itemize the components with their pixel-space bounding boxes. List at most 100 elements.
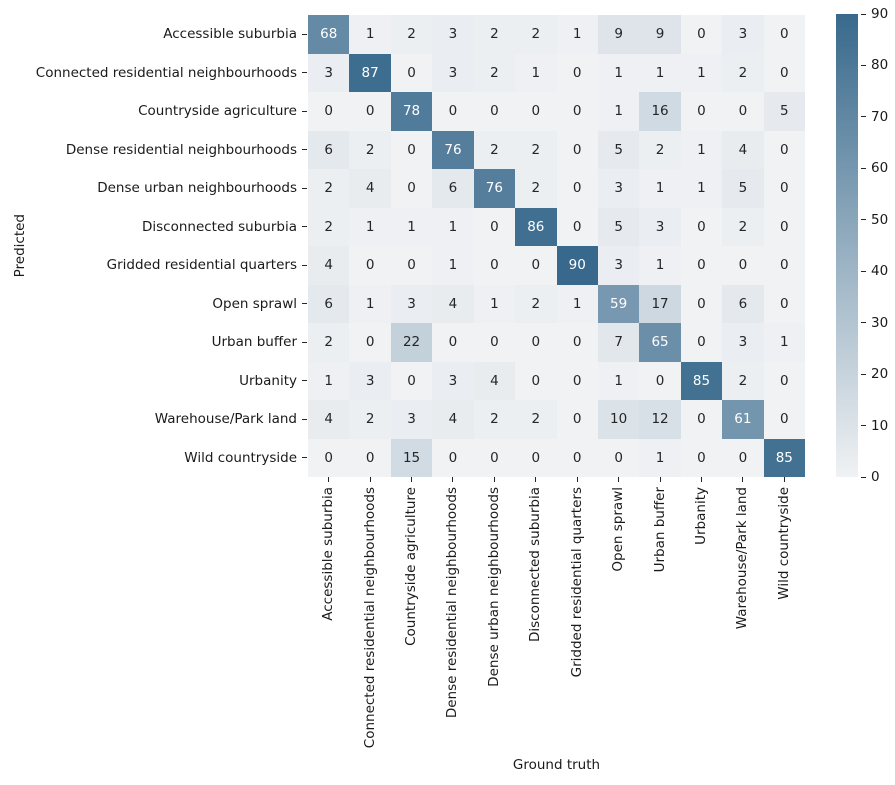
x-axis-tick	[411, 477, 413, 482]
x-tick-label-text: Gridded residential quarters	[568, 487, 585, 678]
y-tick-label: Gridded residential quarters	[106, 257, 297, 274]
heatmap-cell: 0	[722, 246, 764, 285]
x-tick-label-text: Countryside agriculture	[403, 487, 420, 646]
heatmap-cell: 0	[680, 438, 723, 477]
heatmap-cell: 1	[680, 169, 723, 208]
heatmap-cell: 2	[349, 400, 391, 439]
heatmap-cell: 2	[722, 207, 764, 246]
heatmap-cell: 3	[308, 53, 350, 92]
heatmap-cell: 0	[680, 207, 723, 246]
heatmap-cell: 1	[473, 284, 516, 323]
heatmap-cell: 1	[639, 53, 681, 92]
y-axis-tick	[302, 187, 307, 189]
colorbar-tick-label: 80	[871, 57, 889, 74]
x-tick-label: Connected residential neighbourhoods	[349, 487, 390, 748]
y-axis-tick	[302, 110, 307, 112]
heatmap-cell: 0	[763, 246, 805, 285]
x-tick-label-text: Warehouse/Park land	[734, 487, 751, 630]
colorbar-tick-label: 40	[871, 263, 889, 280]
x-axis-label: Ground truth	[512, 757, 601, 773]
heatmap-cell: 5	[763, 92, 805, 131]
x-tick-label-text: Dense residential neighbourhoods	[444, 487, 461, 719]
heatmap-cell: 4	[308, 246, 350, 285]
heatmap-cell: 9	[639, 15, 681, 54]
colorbar-tick-label: 30	[871, 314, 889, 331]
colorbar-tick-label: 70	[871, 108, 889, 125]
x-axis-tick	[700, 477, 702, 482]
heatmap-cell: 65	[639, 323, 681, 362]
heatmap-cell: 1	[349, 284, 391, 323]
heatmap-cell: 0	[349, 92, 391, 131]
heatmap-cell: 3	[432, 15, 474, 54]
x-tick-label-text: Connected residential neighbourhoods	[361, 487, 378, 749]
heatmap-cell: 1	[515, 53, 557, 92]
heatmap-cell: 2	[473, 130, 516, 169]
heatmap-cell: 0	[473, 438, 516, 477]
heatmap-cell: 86	[515, 207, 557, 246]
y-axis-tick	[302, 457, 307, 459]
heatmap-cell: 0	[473, 92, 516, 131]
heatmap-cell: 12	[639, 400, 681, 439]
heatmap-cell: 0	[473, 246, 516, 285]
y-tick-label: Accessible suburbia	[163, 26, 297, 43]
x-tick-label: Disconnected suburbia	[515, 487, 556, 642]
x-axis-tick	[452, 477, 454, 482]
heatmap-cell: 0	[349, 246, 391, 285]
heatmap-cell: 0	[722, 438, 764, 477]
colorbar-tick-label: 90	[871, 6, 889, 22]
heatmap-cell: 1	[680, 53, 723, 92]
heatmap-cell: 0	[432, 92, 474, 131]
x-tick-label: Urbanity	[681, 487, 722, 545]
heatmap-cell: 0	[432, 438, 474, 477]
heatmap-cell: 0	[390, 130, 433, 169]
colorbar-tick-label: 10	[871, 417, 889, 434]
heatmap-cell: 0	[639, 361, 681, 400]
heatmap-cell: 61	[722, 400, 764, 439]
heatmap-cell: 0	[763, 130, 805, 169]
y-axis-tick	[302, 72, 307, 74]
heatmap-cell: 2	[515, 130, 557, 169]
heatmap-cell: 0	[390, 361, 433, 400]
heatmap-cell: 7	[597, 323, 640, 362]
heatmap-cell: 4	[349, 169, 391, 208]
y-tick-label: Urbanity	[239, 372, 297, 389]
heatmap-cell: 1	[639, 246, 681, 285]
heatmap-cell: 2	[473, 15, 516, 54]
heatmap-cell: 2	[308, 207, 350, 246]
heatmap-cell: 4	[473, 361, 516, 400]
colorbar-tick	[861, 64, 866, 66]
heatmap-cell: 0	[556, 323, 598, 362]
x-tick-label: Countryside agriculture	[391, 487, 432, 646]
heatmap-cell: 0	[432, 323, 474, 362]
y-axis-tick	[302, 380, 307, 382]
x-tick-label: Urban buffer	[639, 487, 680, 572]
heatmap-cell: 0	[763, 207, 805, 246]
y-axis-tick	[302, 303, 307, 305]
heatmap-cell: 2	[473, 53, 516, 92]
heatmap-cell: 0	[390, 53, 433, 92]
heatmap-cell: 2	[390, 15, 433, 54]
y-tick-label: Dense residential neighbourhoods	[65, 141, 297, 158]
heatmap-cell: 90	[556, 246, 598, 285]
heatmap-cell: 0	[349, 323, 391, 362]
colorbar-tick-label: 50	[871, 211, 889, 228]
heatmap-cell: 0	[680, 284, 723, 323]
heatmap-cell: 0	[390, 169, 433, 208]
heatmap-cell: 3	[390, 400, 433, 439]
x-axis-tick	[742, 477, 744, 482]
heatmap-cell: 0	[515, 92, 557, 131]
heatmap-cell: 1	[432, 207, 474, 246]
heatmap-cell: 0	[515, 361, 557, 400]
colorbar-tick	[861, 219, 866, 221]
heatmap-cell: 0	[722, 92, 764, 131]
heatmap-cell: 3	[349, 361, 391, 400]
x-tick-label-text: Urbanity	[692, 487, 709, 545]
heatmap-cell: 2	[515, 169, 557, 208]
heatmap-cell: 1	[639, 169, 681, 208]
heatmap-cell: 1	[349, 15, 391, 54]
heatmap-cell: 0	[556, 400, 598, 439]
heatmap-cell: 5	[597, 207, 640, 246]
heatmap-cell: 9	[597, 15, 640, 54]
heatmap-cell: 0	[556, 207, 598, 246]
